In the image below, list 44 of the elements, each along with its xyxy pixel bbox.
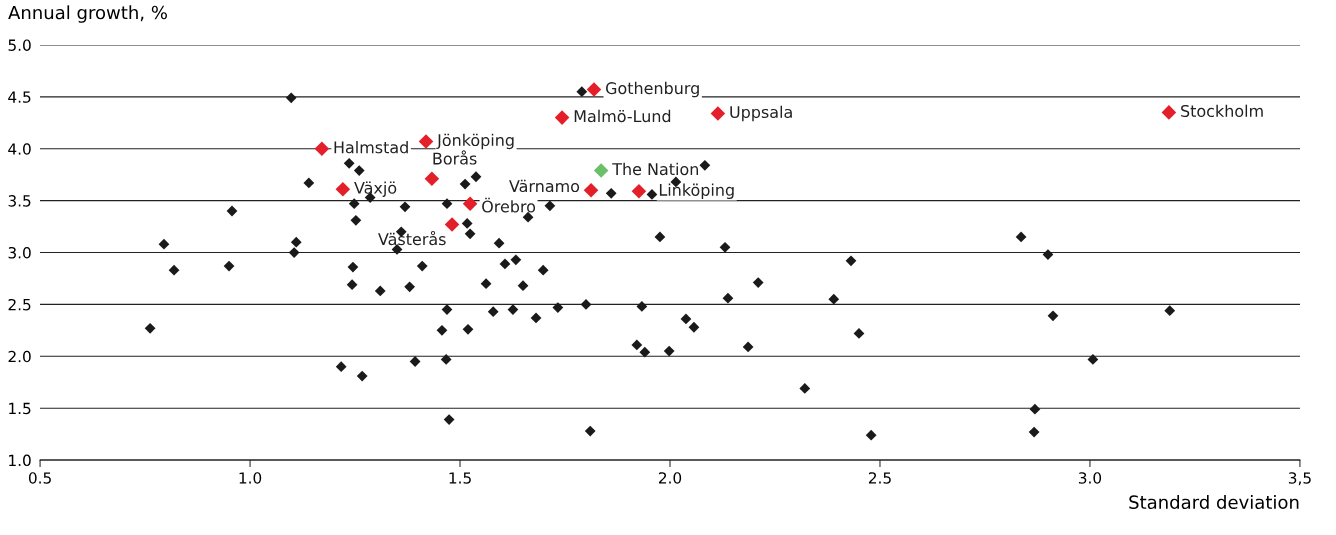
point: [586, 82, 602, 97]
annotation: Gothenburg: [606, 81, 699, 98]
annotation: The Nation: [612, 162, 698, 176]
annotation: Borås: [433, 150, 477, 165]
y-tick-label: 2.5: [8, 298, 31, 311]
y-tick-label: 4.5: [8, 91, 31, 103]
y-tick-label: 4.0: [8, 143, 31, 155]
x-tick-label: 3.0: [1078, 472, 1102, 484]
annotation: Västerås: [378, 230, 446, 246]
annotation: Linköping: [659, 183, 734, 200]
annotation: Värnamo: [509, 179, 580, 193]
annotation: Uppsala: [730, 105, 792, 122]
point: [314, 141, 330, 157]
point: [710, 106, 726, 121]
y-tick-label: 3.0: [8, 246, 31, 259]
point: [424, 171, 440, 187]
point: [1161, 105, 1177, 120]
point: [631, 184, 647, 199]
annotation: Växjö: [354, 181, 397, 197]
x-tick-label: 2.0: [658, 472, 682, 484]
point: [444, 217, 460, 232]
annotation: Örebro: [482, 197, 536, 213]
y-tick-label: 5.0: [8, 39, 31, 51]
y-tick-label: 2.0: [8, 350, 31, 363]
point: [593, 163, 609, 178]
x-tick-label: 0.5: [28, 472, 51, 484]
point: [583, 182, 599, 198]
y-axis-title: Annual growth, %: [8, 5, 167, 23]
y-tick-label: 1.5: [9, 402, 31, 415]
point: [554, 110, 570, 125]
annotation: Halmstad: [334, 141, 408, 154]
annotation: Malmö-Lund: [574, 109, 671, 123]
x-tick-label: 1.5: [449, 472, 471, 484]
y-tick-label: 3.5: [8, 195, 31, 207]
point: [335, 181, 351, 197]
x-tick-label: 1.0: [239, 472, 262, 484]
point: [462, 196, 478, 212]
annotation: Jönköping: [436, 133, 514, 150]
x-tick-label: 3,5: [1288, 472, 1311, 486]
y-tick-label: 1.0: [9, 454, 31, 467]
annotation: Stockholm: [1181, 104, 1263, 118]
point: [418, 134, 434, 149]
x-tick-label: 2.5: [868, 472, 891, 484]
x-axis-title: Standard deviation: [1129, 495, 1299, 509]
